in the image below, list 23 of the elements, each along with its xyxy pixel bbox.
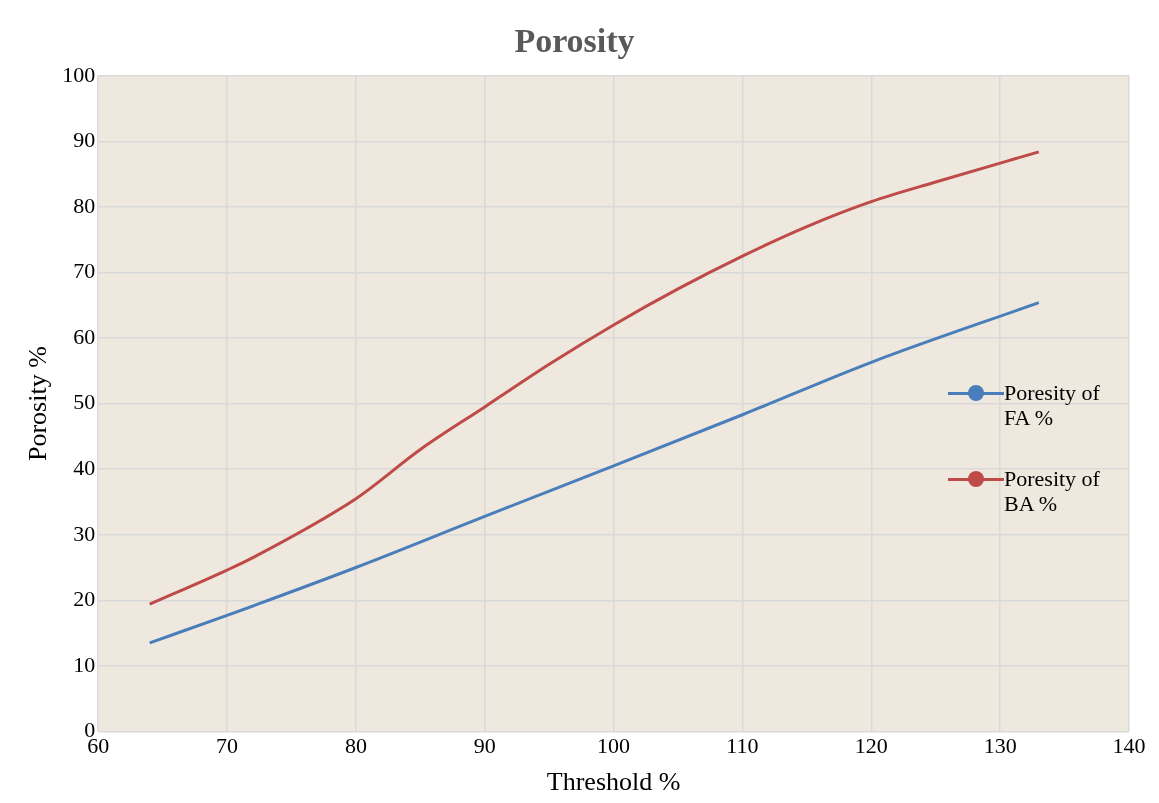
y-tick-label: 30 bbox=[73, 520, 96, 546]
y-tick-label: 60 bbox=[73, 323, 96, 349]
legend-label: Poresity of BA % bbox=[1004, 466, 1101, 516]
y-tick-label: 100 bbox=[62, 61, 96, 87]
x-tick-label: 130 bbox=[983, 733, 1017, 759]
y-tick-label: 70 bbox=[73, 258, 96, 284]
y-tick-label: 50 bbox=[73, 389, 96, 415]
x-tick-label: 80 bbox=[344, 733, 367, 759]
y-tick-label: 40 bbox=[73, 454, 96, 480]
y-axis-title: Porosity % bbox=[23, 346, 53, 462]
x-tick-label: 90 bbox=[473, 733, 496, 759]
y-tick-label: 80 bbox=[73, 192, 96, 218]
x-tick-label: 110 bbox=[726, 733, 759, 759]
chart-title: Porosity bbox=[514, 22, 635, 60]
x-axis-title: Threshold % bbox=[546, 767, 681, 797]
y-tick-label: 20 bbox=[73, 586, 96, 612]
y-tick-label: 10 bbox=[73, 651, 96, 677]
x-tick-label: 120 bbox=[854, 733, 888, 759]
x-tick-label: 140 bbox=[1112, 733, 1146, 759]
x-tick-label: 100 bbox=[597, 733, 631, 759]
legend-label: Poresity of FA % bbox=[1004, 380, 1101, 430]
x-tick-label: 70 bbox=[216, 733, 239, 759]
y-tick-label: 90 bbox=[73, 127, 96, 153]
